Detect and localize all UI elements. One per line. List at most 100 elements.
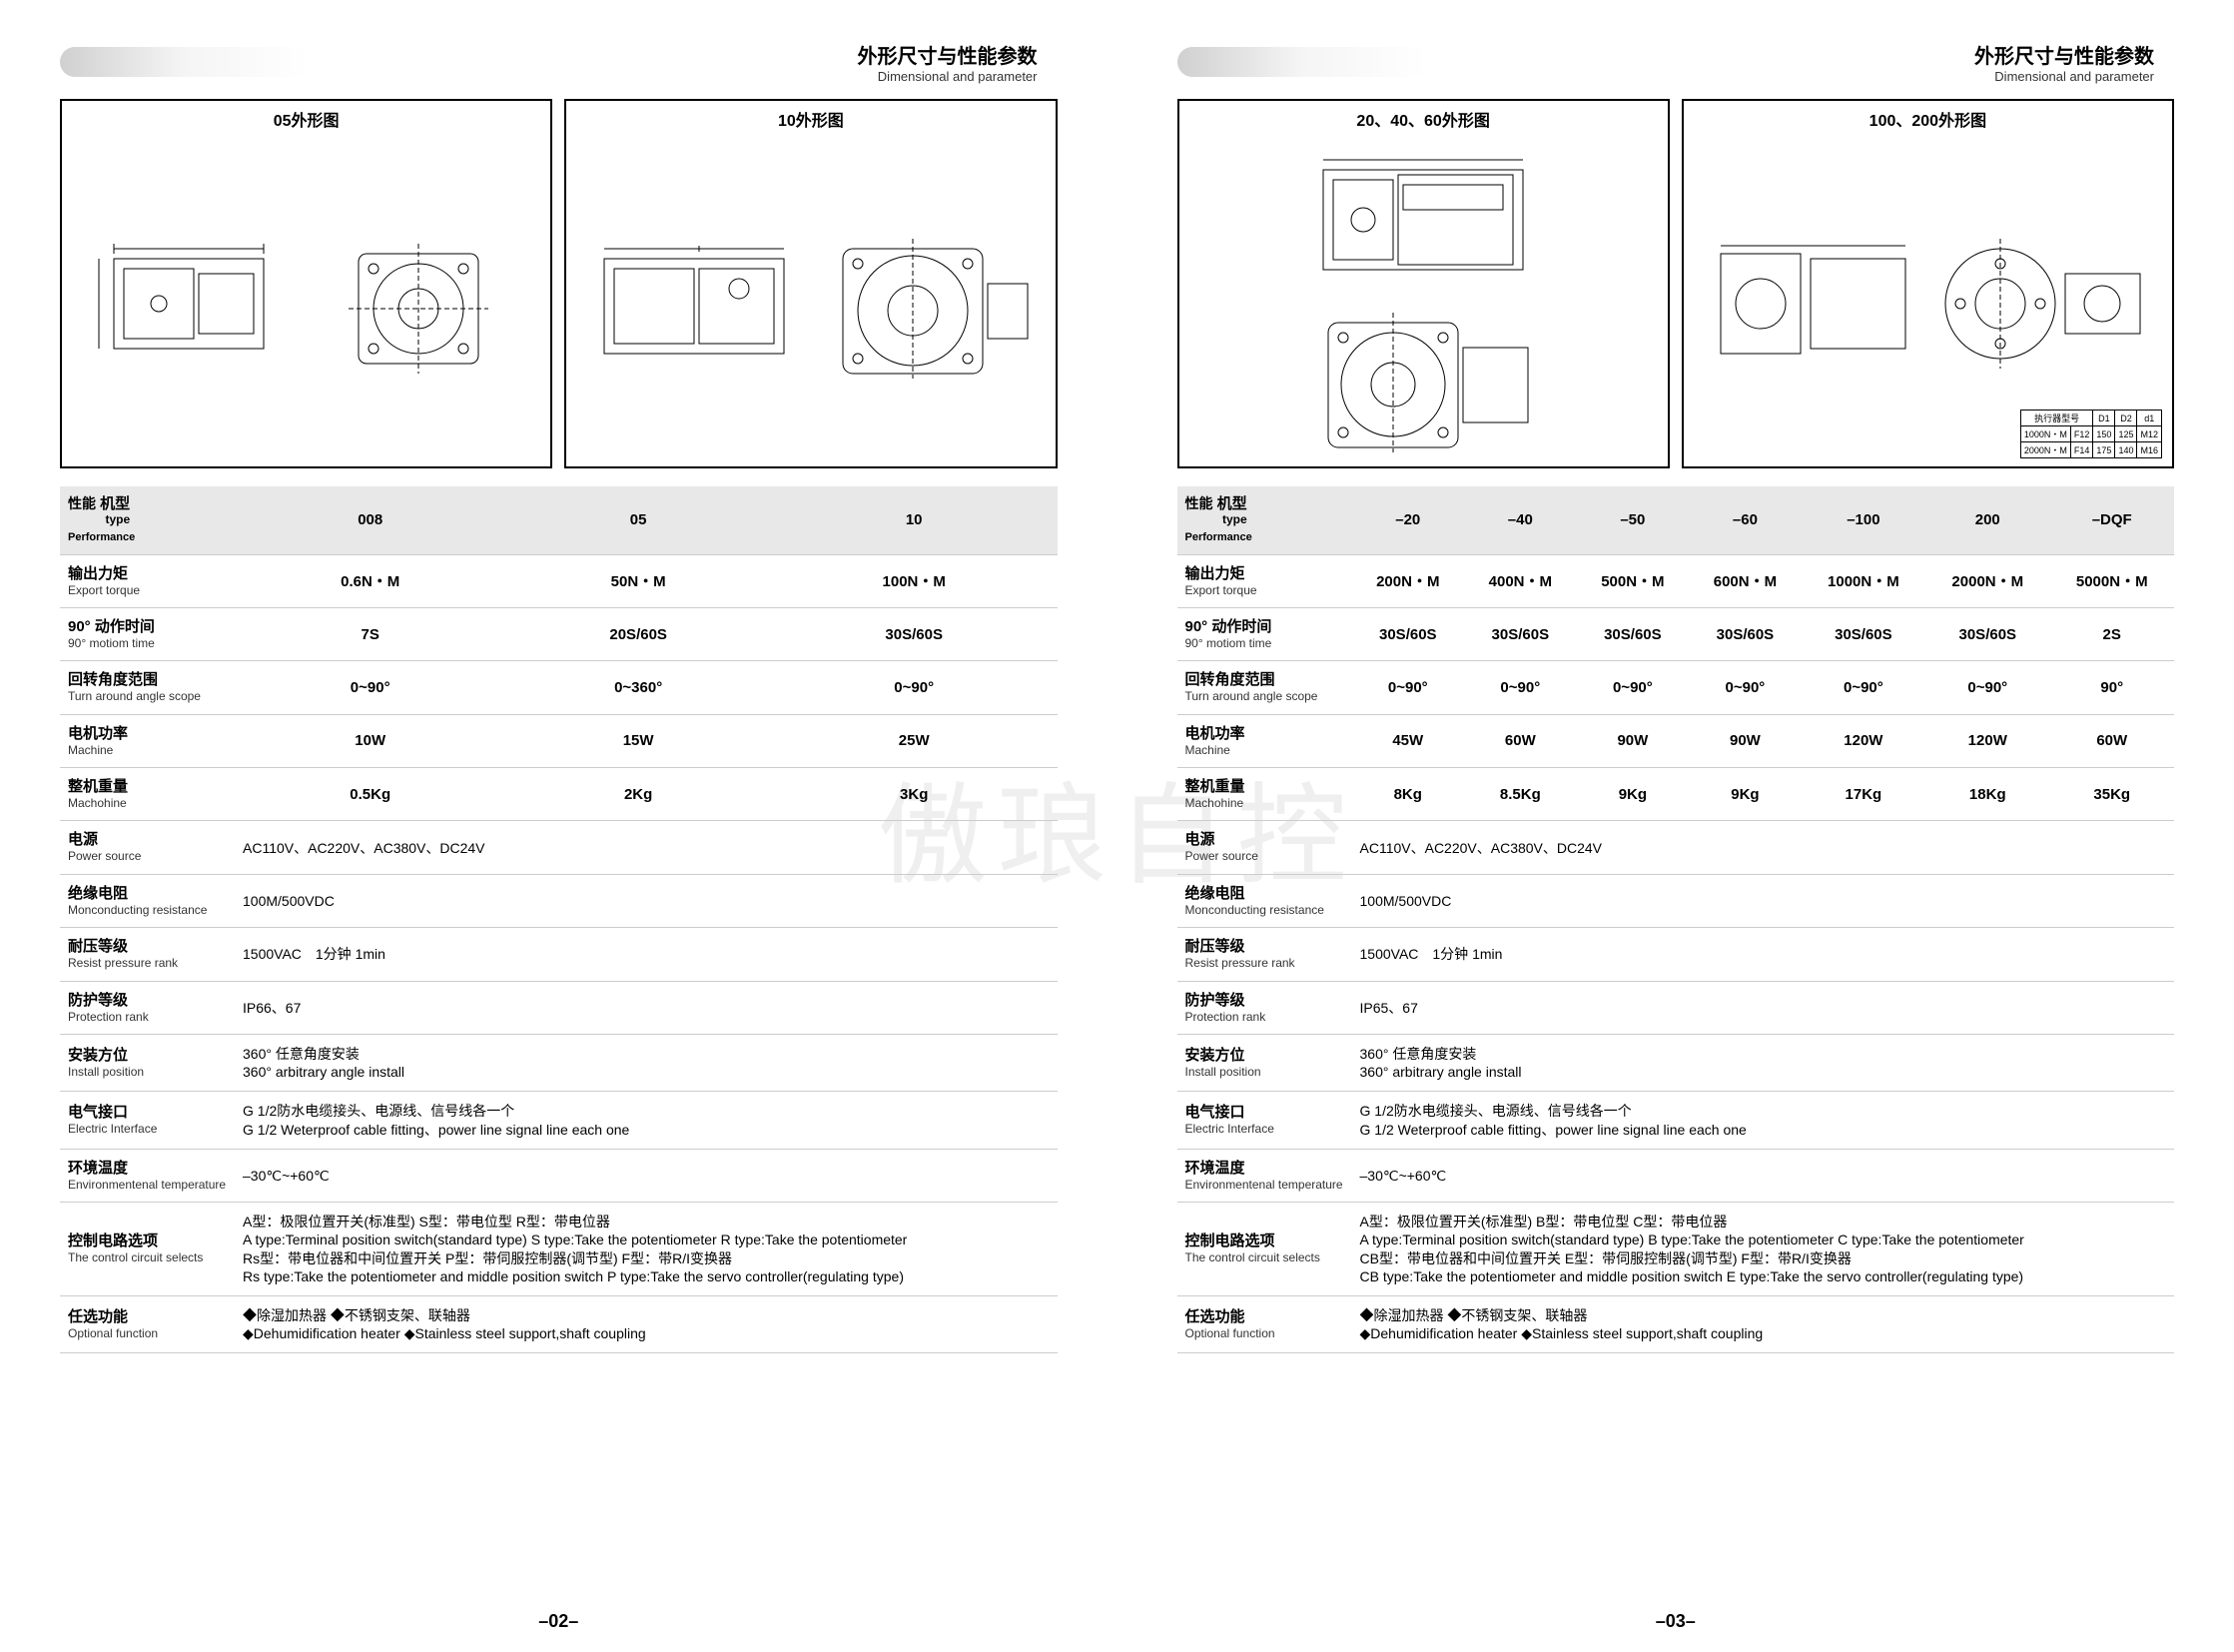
data-cell: 30S/60S [1577,607,1690,660]
data-cell: 2S [2049,607,2174,660]
data-cell: 0~360° [505,661,770,714]
data-cell: 60W [2049,714,2174,767]
diagram-title: 20、40、60外形图 [1179,101,1668,137]
page-left: 外形尺寸与性能参数 Dimensional and parameter 05外形… [0,0,1117,1652]
table-row: 绝缘电阻Monconducting resistance100M/500VDC [1177,874,2175,927]
drawing-05-bottom [319,224,528,384]
data-cell: 120W [1925,714,2049,767]
page-number: –02– [538,1611,578,1632]
row-label: 耐压等级Resist pressure rank [1177,928,1352,981]
data-cell: 35Kg [2049,768,2174,821]
data-cell: 2000N・M [1925,554,2049,607]
data-cell: 30S/60S [1464,607,1577,660]
row-label: 任选功能Optional function [1177,1295,1352,1352]
data-cell: 8.5Kg [1464,768,1577,821]
header-text: 外形尺寸与性能参数 Dimensional and parameter [310,40,1058,84]
span-cell: IP66、67 [235,981,1058,1034]
data-cell: 200N・M [1352,554,1465,607]
data-cell: 17Kg [1802,768,1925,821]
span-cell: G 1/2防水电缆接头、电源线、信号线各一个G 1/2 Weterproof c… [1352,1092,2175,1149]
table-row: 电机功率Machine10W15W25W [60,714,1058,767]
data-cell: 3Kg [771,768,1058,821]
header-gradient [60,47,310,77]
span-cell: A型：极限位置开关(标准型) B型：带电位型 C型：带电位器A type:Ter… [1352,1203,2175,1296]
row-label: 输出力矩Export torque [60,554,235,607]
table-row: 耐压等级Resist pressure rank1500VAC 1分钟 1min [1177,928,2175,981]
data-cell: 60W [1464,714,1577,767]
table-row: 电源Power sourceAC110V、AC220V、AC380V、DC24V [1177,821,2175,874]
data-cell: 30S/60S [1689,607,1802,660]
table-row: 回转角度范围Turn around angle scope0~90°0~90°0… [1177,661,2175,714]
span-cell: 360° 任意角度安装360° arbitrary angle install [235,1035,1058,1092]
data-cell: 50N・M [505,554,770,607]
table-row: 电气接口Electric InterfaceG 1/2防水电缆接头、电源线、信号… [60,1092,1058,1149]
diagram-title: 05外形图 [62,101,550,137]
row-label: 耐压等级Resist pressure rank [60,928,235,981]
data-cell: 25W [771,714,1058,767]
table-row: 环境温度Environmentenal temperature–30℃~+60℃ [1177,1149,2175,1202]
diagram-title: 10外形图 [566,101,1055,137]
row-label: 90° 动作时间90° motiom time [60,607,235,660]
data-cell: 600N・M [1689,554,1802,607]
page-header: 外形尺寸与性能参数 Dimensional and parameter [60,40,1058,84]
data-cell: 0~90° [1802,661,1925,714]
span-cell: G 1/2防水电缆接头、电源线、信号线各一个G 1/2 Weterproof c… [235,1092,1058,1149]
row-label: 环境温度Environmentenal temperature [1177,1149,1352,1202]
drawing-20-bottom [1303,298,1543,462]
inner-flange-table: 执行器型号D1D2d11000N・MF12150125M122000N・MF14… [2020,410,2162,458]
table-row: 电源Power sourceAC110V、AC220V、AC380V、DC24V [60,821,1058,874]
data-cell: 8Kg [1352,768,1465,821]
diagram-box-05: 05外形图 [60,99,552,468]
data-cell: 20S/60S [505,607,770,660]
table-header-row: 性能 机型type Performance 008 05 10 [60,486,1058,554]
data-cell: 30S/60S [1352,607,1465,660]
span-cell: –30℃~+60℃ [1352,1149,2175,1202]
data-cell: 90W [1689,714,1802,767]
span-cell: IP65、67 [1352,981,2175,1034]
col-header: –40 [1464,486,1577,554]
span-cell: AC110V、AC220V、AC380V、DC24V [235,821,1058,874]
data-cell: 0~90° [235,661,505,714]
data-cell: 30S/60S [1925,607,2049,660]
data-cell: 15W [505,714,770,767]
table-row: 防护等级Protection rankIP66、67 [60,981,1058,1034]
table-row: 90° 动作时间90° motiom time7S20S/60S30S/60S [60,607,1058,660]
data-cell: 0~90° [1925,661,2049,714]
row-label: 电机功率Machine [60,714,235,767]
span-cell: 1500VAC 1分钟 1min [235,928,1058,981]
row-label: 回转角度范围Turn around angle scope [1177,661,1352,714]
table-row: 任选功能Optional function◆除湿加热器 ◆不锈钢支架、联轴器◆D… [1177,1295,2175,1352]
page-header: 外形尺寸与性能参数 Dimensional and parameter [1177,40,2175,84]
table-row: 整机重量Machohine0.5Kg2Kg3Kg [60,768,1058,821]
header-gradient [1177,47,1427,77]
diagrams-row: 20、40、60外形图 100、200外形图 [1177,99,2175,468]
diagram-box-10: 10外形图 [564,99,1057,468]
col-header: 10 [771,486,1058,554]
row-label: 控制电路选项The control circuit selects [1177,1203,1352,1296]
header-title-cn: 外形尺寸与性能参数 [1427,40,2155,69]
span-cell: –30℃~+60℃ [235,1149,1058,1202]
table-row: 耐压等级Resist pressure rank1500VAC 1分钟 1min [60,928,1058,981]
diagram-content [566,137,1055,470]
table-row: 防护等级Protection rankIP65、67 [1177,981,2175,1034]
page-number: –03– [1656,1611,1696,1632]
diagram-content [1179,137,1668,470]
data-cell: 9Kg [1689,768,1802,821]
header-title-en: Dimensional and parameter [1427,69,2155,84]
row-label: 任选功能Optional function [60,1295,235,1352]
row-label: 防护等级Protection rank [60,981,235,1034]
row-label: 电气接口Electric Interface [60,1092,235,1149]
page-right: 外形尺寸与性能参数 Dimensional and parameter 20、4… [1117,0,2234,1652]
row-label: 整机重量Machohine [1177,768,1352,821]
table-row: 环境温度Environmentenal temperature–30℃~+60℃ [60,1149,1058,1202]
drawing-10-bottom [813,224,1043,384]
data-cell: 0.6N・M [235,554,505,607]
drawing-100-top [1701,234,1920,374]
data-cell: 9Kg [1577,768,1690,821]
row-label: 绝缘电阻Monconducting resistance [1177,874,1352,927]
data-cell: 90W [1577,714,1690,767]
row-label: 90° 动作时间90° motiom time [1177,607,1352,660]
row-label: 回转角度范围Turn around angle scope [60,661,235,714]
spec-table-right: 性能 机型type Performance –20 –40 –50 –60 –1… [1177,486,2175,1353]
row-label: 安装方位Install position [1177,1035,1352,1092]
